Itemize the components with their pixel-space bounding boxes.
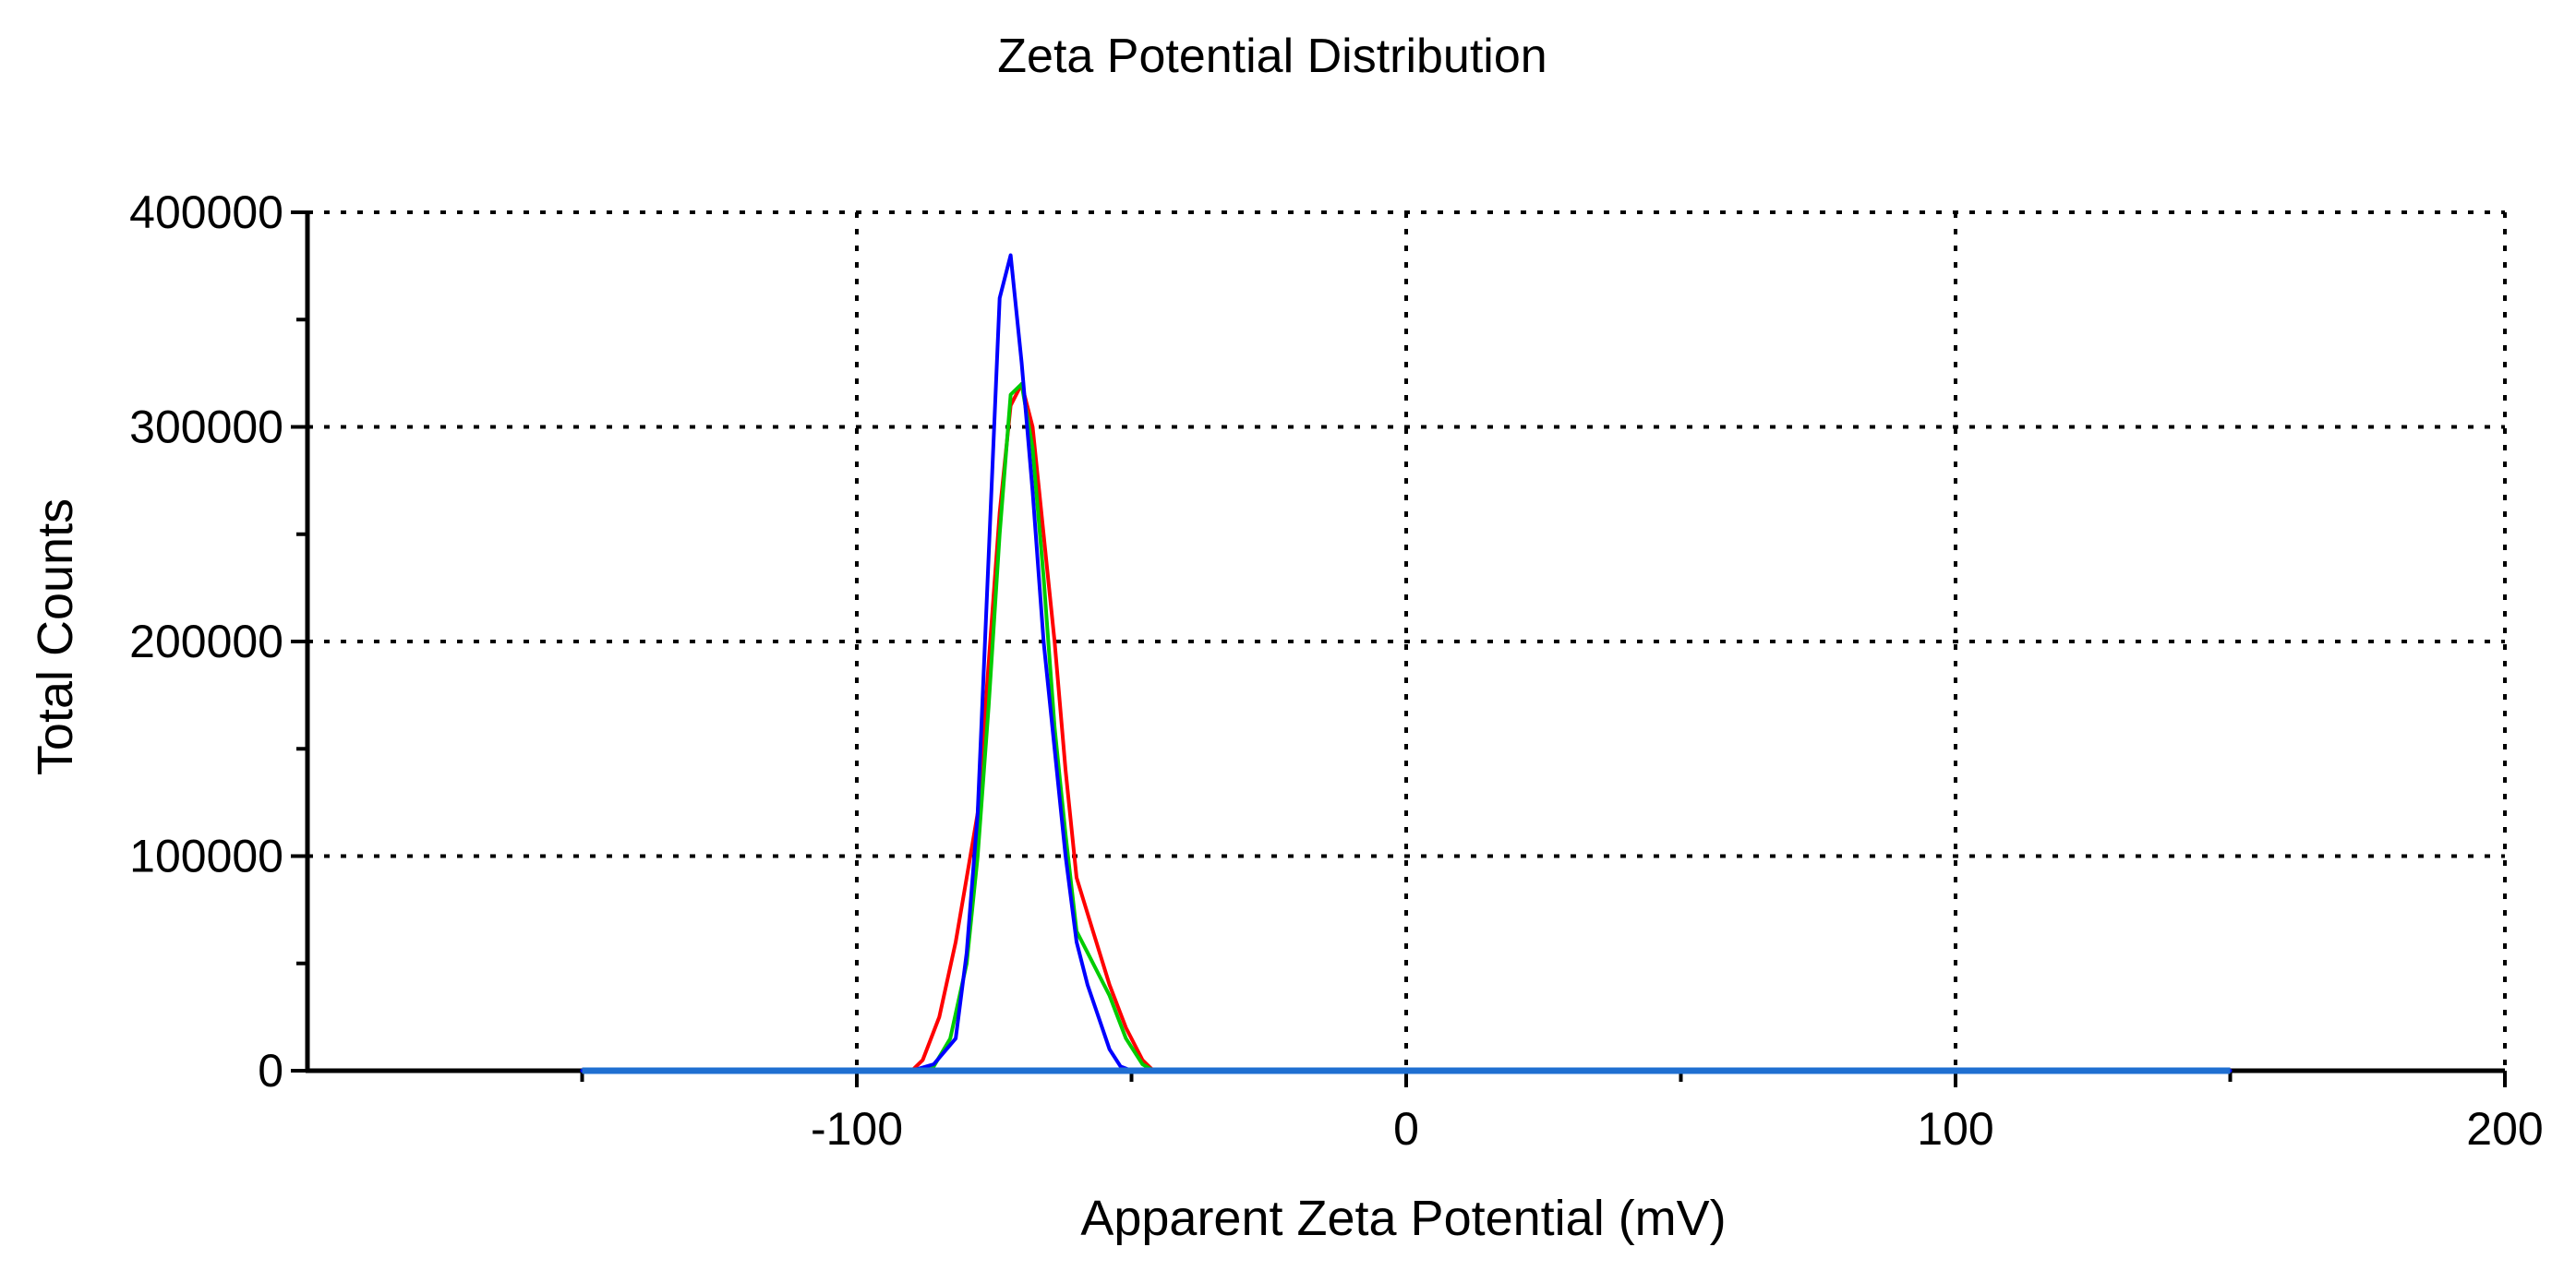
series-line-1 — [580, 382, 2233, 1073]
y-tick-label: 0 — [258, 1045, 283, 1097]
y-axis-label: Total Counts — [28, 498, 83, 775]
y-tick-label: 300000 — [129, 402, 283, 453]
data-series — [580, 253, 2233, 1074]
y-tick-label: 200000 — [129, 616, 283, 667]
chart-title: Zeta Potential Distribution — [997, 30, 1547, 83]
x-axis-label: Apparent Zeta Potential (mV) — [1080, 1191, 1726, 1246]
x-tick-label: -100 — [811, 1103, 903, 1155]
y-tick-label: 400000 — [129, 186, 283, 238]
x-tick-label: 100 — [1917, 1103, 1993, 1155]
tick-labels: 0 100000 200000 300000 400000 -100 0 100 200 — [129, 186, 2544, 1155]
y-tick-label: 100000 — [129, 831, 283, 882]
grid-lines — [307, 210, 2507, 1071]
x-tick-label: 0 — [1393, 1103, 1419, 1155]
x-tick-label: 200 — [2466, 1103, 2543, 1155]
tick-marks — [291, 210, 2507, 1087]
